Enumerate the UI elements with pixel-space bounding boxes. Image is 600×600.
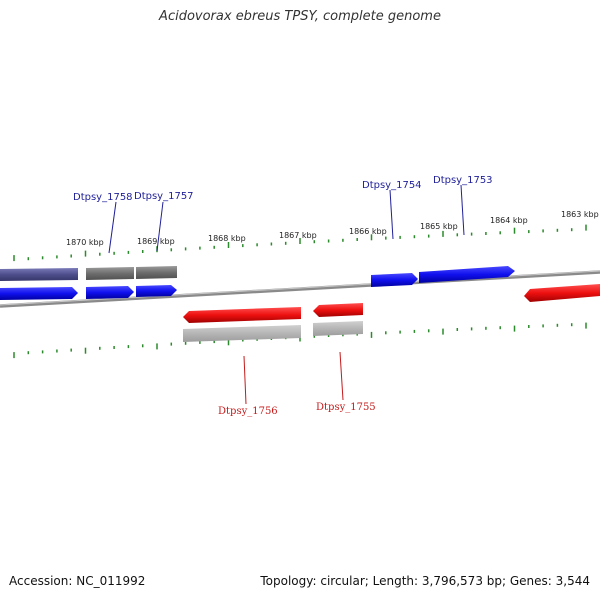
scale-label: 1868 kbp [208,234,246,243]
gene-arrow-forward-left[interactable] [0,287,78,300]
gene-arrow-Dtpsy_1753[interactable] [419,266,515,283]
gene-label-Dtpsy_1758[interactable]: Dtpsy_1758 [73,192,133,203]
map-title: Acidovorax ebreus TPSY, complete genome [159,9,441,24]
scale-label: 1864 kbp [490,216,528,225]
scale-label: 1865 kbp [420,222,458,231]
accession-text: Accession: NC_011992 [9,574,146,588]
scale-label: 1867 kbp [279,231,317,240]
feature-gray-1 [86,267,134,280]
feature-gray-2 [136,266,177,279]
scale-ticks-bottom [13,322,587,359]
scale-label: 1870 kbp [66,238,104,247]
gene-label-Dtpsy_1754[interactable]: Dtpsy_1754 [362,180,422,191]
gene-arrow-reverse-right[interactable] [524,284,600,302]
feature-lightgray-2 [313,321,363,336]
scale-label: 1863 kbp [561,210,599,219]
gene-arrow-Dtpsy_1758[interactable] [86,286,134,299]
gene-arrow-Dtpsy_1756[interactable] [183,307,301,323]
genome-backbone [0,270,600,308]
feature-lightgray-1 [183,325,301,342]
genome-summary-text: Topology: circular; Length: 3,796,573 bp… [260,574,590,588]
scale-label: 1869 kbp [137,237,175,246]
scale-label: 1866 kbp [349,227,387,236]
gene-labels: Dtpsy_1758 Dtpsy_1757 Dtpsy_1754 Dtpsy_1… [73,175,493,417]
gene-arrow-Dtpsy_1757[interactable] [136,285,177,297]
scale-ticks-top [13,224,587,262]
gene-arrow-Dtpsy_1755[interactable] [313,303,363,317]
feature-purple [0,268,78,281]
gene-label-Dtpsy_1755[interactable]: Dtpsy_1755 [316,402,376,413]
gene-label-Dtpsy_1753[interactable]: Dtpsy_1753 [433,175,493,186]
gene-label-Dtpsy_1757[interactable]: Dtpsy_1757 [134,191,194,202]
gene-label-Dtpsy_1756[interactable]: Dtpsy_1756 [218,406,278,417]
gene-arrow-Dtpsy_1754[interactable] [371,273,418,287]
